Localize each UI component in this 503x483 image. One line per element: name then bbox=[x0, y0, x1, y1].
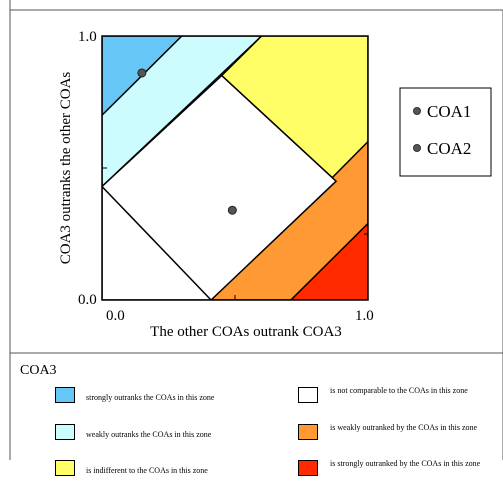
x-tick-right: 1.0 bbox=[355, 308, 374, 324]
legend-swatch-strongly-outranked bbox=[298, 460, 318, 476]
legend-label-weak-outrank: weakly outranks the COAs in this zone bbox=[86, 430, 212, 439]
data-point-coa1 bbox=[137, 68, 147, 78]
legend-label-indifferent: is indifferent to the COAs in this zone bbox=[86, 466, 208, 475]
legend-label-strongly-outranked: is strongly outranked by the COAs in thi… bbox=[330, 459, 481, 468]
legend-label-weakly-outranked: is weakly outranked by the COAs in this … bbox=[330, 423, 478, 432]
series-legend-label-coa2: COA2 bbox=[427, 139, 471, 158]
x-axis-label: The other COAs outrank COA3 bbox=[150, 324, 342, 340]
legend-swatch-strong-outrank bbox=[55, 387, 75, 403]
data-points bbox=[137, 68, 237, 215]
legend-label-strong-outrank: strongly outranks the COAs in this zone bbox=[86, 393, 215, 402]
series-legend-marker-coa1 bbox=[413, 107, 421, 115]
zone-not-comparable-diamond bbox=[102, 74, 338, 300]
series-legend-box bbox=[399, 87, 492, 177]
y-tick-bottom: 0.0 bbox=[78, 292, 97, 308]
legend-swatch-not-comparable bbox=[298, 387, 318, 403]
legend-label-not-comparable: is not comparable to the COAs in this zo… bbox=[330, 386, 468, 395]
series-legend-marker-coa2 bbox=[413, 144, 421, 152]
legend-swatch-indifferent bbox=[55, 460, 75, 476]
legend-swatch-weak-outrank bbox=[55, 424, 75, 440]
data-point-coa2 bbox=[227, 205, 237, 215]
axis-ticks bbox=[102, 167, 368, 300]
y-tick-top: 1.0 bbox=[78, 29, 97, 45]
series-legend-label-coa1: COA1 bbox=[427, 102, 471, 121]
legend-swatch-weakly-outranked bbox=[298, 424, 318, 440]
y-axis-label: COA3 outranks the other COAs bbox=[58, 72, 74, 265]
zone-legend-title: COA3 bbox=[20, 363, 57, 378]
zone-strongly-outranked bbox=[289, 222, 368, 300]
x-tick-left: 0.0 bbox=[106, 308, 125, 324]
